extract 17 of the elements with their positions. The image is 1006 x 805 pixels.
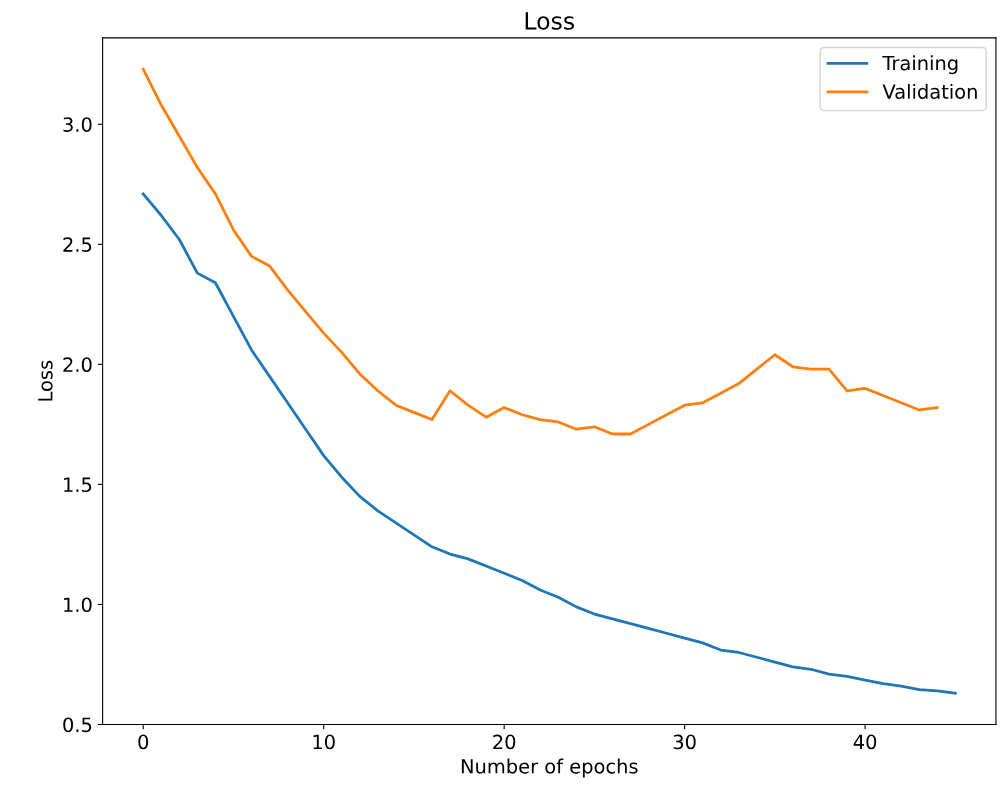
y-axis-title: Loss (38, 360, 53, 401)
x-tick-label: 20 (493, 734, 516, 750)
line-series (141, 192, 957, 695)
chart-title: Loss (525, 12, 575, 30)
y-tick-label: 1.0 (64, 597, 92, 613)
legend-label: Validation (882, 83, 977, 99)
y-tick-label: 0.5 (63, 717, 92, 733)
x-tick-label: 40 (853, 734, 877, 750)
y-tick-label: 1.5 (64, 477, 92, 493)
x-tick-label: 0 (138, 734, 149, 750)
legend-label: Training (882, 55, 958, 75)
y-tick-label: 2.5 (63, 237, 92, 252)
x-tick-label: 10 (313, 734, 335, 750)
y-tick-label: 3.0 (63, 117, 92, 132)
y-tick-label: 2.0 (63, 357, 92, 373)
x-axis-title: Number of epochs (461, 758, 638, 778)
x-tick-label: 30 (673, 734, 696, 750)
